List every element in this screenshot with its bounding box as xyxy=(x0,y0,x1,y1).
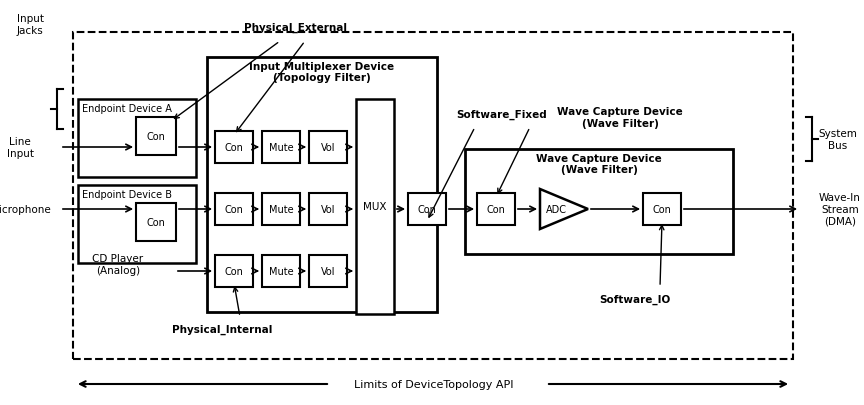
Text: Con: Con xyxy=(225,143,244,153)
Text: Mute: Mute xyxy=(269,266,293,276)
Bar xyxy=(356,100,394,314)
Text: Con: Con xyxy=(486,205,505,215)
Text: Con: Con xyxy=(652,205,671,215)
Text: Line
Input: Line Input xyxy=(7,137,34,158)
Bar xyxy=(408,194,446,226)
Text: (Topology Filter): (Topology Filter) xyxy=(273,73,371,83)
Bar xyxy=(73,33,793,359)
Text: Con: Con xyxy=(225,266,244,276)
Text: Vol: Vol xyxy=(321,266,335,276)
Bar xyxy=(262,132,300,164)
Bar xyxy=(207,58,437,312)
Text: (Wave Filter): (Wave Filter) xyxy=(561,164,638,175)
Bar xyxy=(262,194,300,226)
Bar xyxy=(309,256,347,287)
Bar xyxy=(215,256,253,287)
Bar xyxy=(78,100,196,177)
Bar xyxy=(136,203,176,241)
Text: Mute: Mute xyxy=(269,205,293,215)
Text: Con: Con xyxy=(225,205,244,215)
Text: Microphone: Microphone xyxy=(0,205,50,215)
Bar xyxy=(262,256,300,287)
Bar xyxy=(78,185,196,263)
Text: Software_Fixed: Software_Fixed xyxy=(457,110,548,120)
Bar xyxy=(215,194,253,226)
Text: Vol: Vol xyxy=(321,143,335,153)
Bar xyxy=(309,194,347,226)
Text: MUX: MUX xyxy=(363,202,387,212)
Text: ADC: ADC xyxy=(545,205,567,215)
Text: Wave-In
Stream
(DMA): Wave-In Stream (DMA) xyxy=(819,193,861,226)
Text: Input
Jacks: Input Jacks xyxy=(16,14,43,36)
Text: Endpoint Device A: Endpoint Device A xyxy=(82,104,172,114)
Text: Con: Con xyxy=(417,205,436,215)
Text: Input Multiplexer Device: Input Multiplexer Device xyxy=(250,62,395,72)
Text: Con: Con xyxy=(147,132,165,142)
Bar xyxy=(477,194,515,226)
Bar xyxy=(309,132,347,164)
Bar xyxy=(215,132,253,164)
Bar xyxy=(136,118,176,156)
Text: Physical_External: Physical_External xyxy=(244,23,346,33)
Text: Software_IO: Software_IO xyxy=(600,294,670,305)
Text: Endpoint Device B: Endpoint Device B xyxy=(82,190,172,200)
Text: Wave Capture Device: Wave Capture Device xyxy=(557,107,683,117)
Text: Vol: Vol xyxy=(321,205,335,215)
Text: Limits of DeviceTopology API: Limits of DeviceTopology API xyxy=(354,379,514,389)
Text: CD Player
(Analog): CD Player (Analog) xyxy=(92,254,143,275)
Bar xyxy=(465,149,733,254)
Text: Wave Capture Device: Wave Capture Device xyxy=(537,153,662,164)
Text: Physical_Internal: Physical_Internal xyxy=(172,324,272,334)
Bar xyxy=(643,194,681,226)
Text: Con: Con xyxy=(147,217,165,228)
Text: Mute: Mute xyxy=(269,143,293,153)
Text: (Wave Filter): (Wave Filter) xyxy=(581,119,658,129)
Text: System
Bus: System Bus xyxy=(818,129,857,150)
